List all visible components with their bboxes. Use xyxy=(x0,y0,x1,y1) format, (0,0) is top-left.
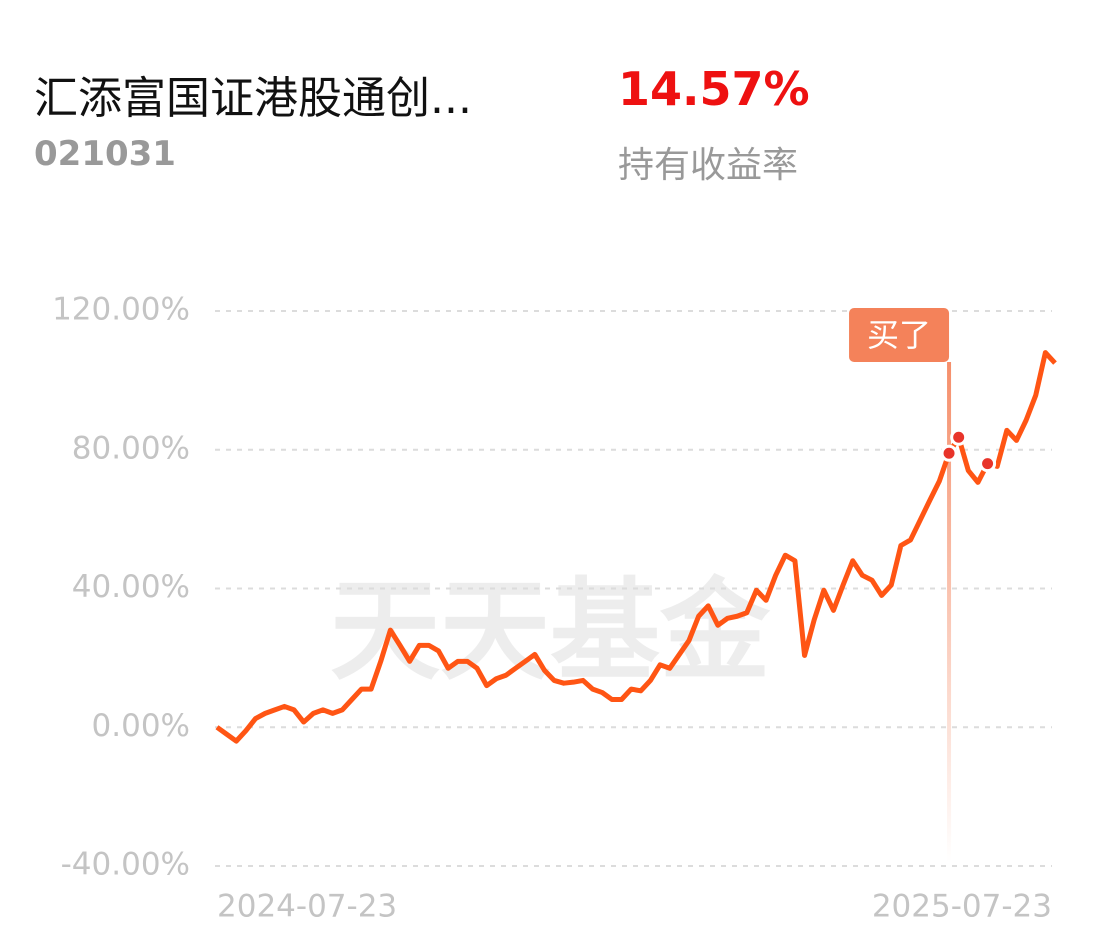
line-series xyxy=(215,350,1057,744)
trade-marker xyxy=(940,444,958,462)
return-label: 持有收益率 xyxy=(618,145,799,186)
y-tick-label: 120.00% xyxy=(52,292,190,328)
trade-marker xyxy=(979,455,997,473)
y-tick-label: 0.00% xyxy=(92,708,190,744)
y-tick-label: -40.00% xyxy=(61,847,190,883)
return-value: 14.57% xyxy=(618,62,810,116)
trade-marker xyxy=(950,428,968,446)
fund-code: 021031 xyxy=(34,134,176,174)
y-tick-label: 40.00% xyxy=(72,569,190,605)
y-tick-label: 80.00% xyxy=(72,430,190,466)
x-tick-label: 2025-07-23 xyxy=(872,889,1052,925)
annotation-text: 买了 xyxy=(867,316,931,354)
x-tick-label: 2024-07-23 xyxy=(217,889,397,925)
fund-name: 汇添富国证港股通创... xyxy=(34,73,472,124)
annotation-line xyxy=(947,362,952,862)
annotation-tag xyxy=(849,308,950,362)
